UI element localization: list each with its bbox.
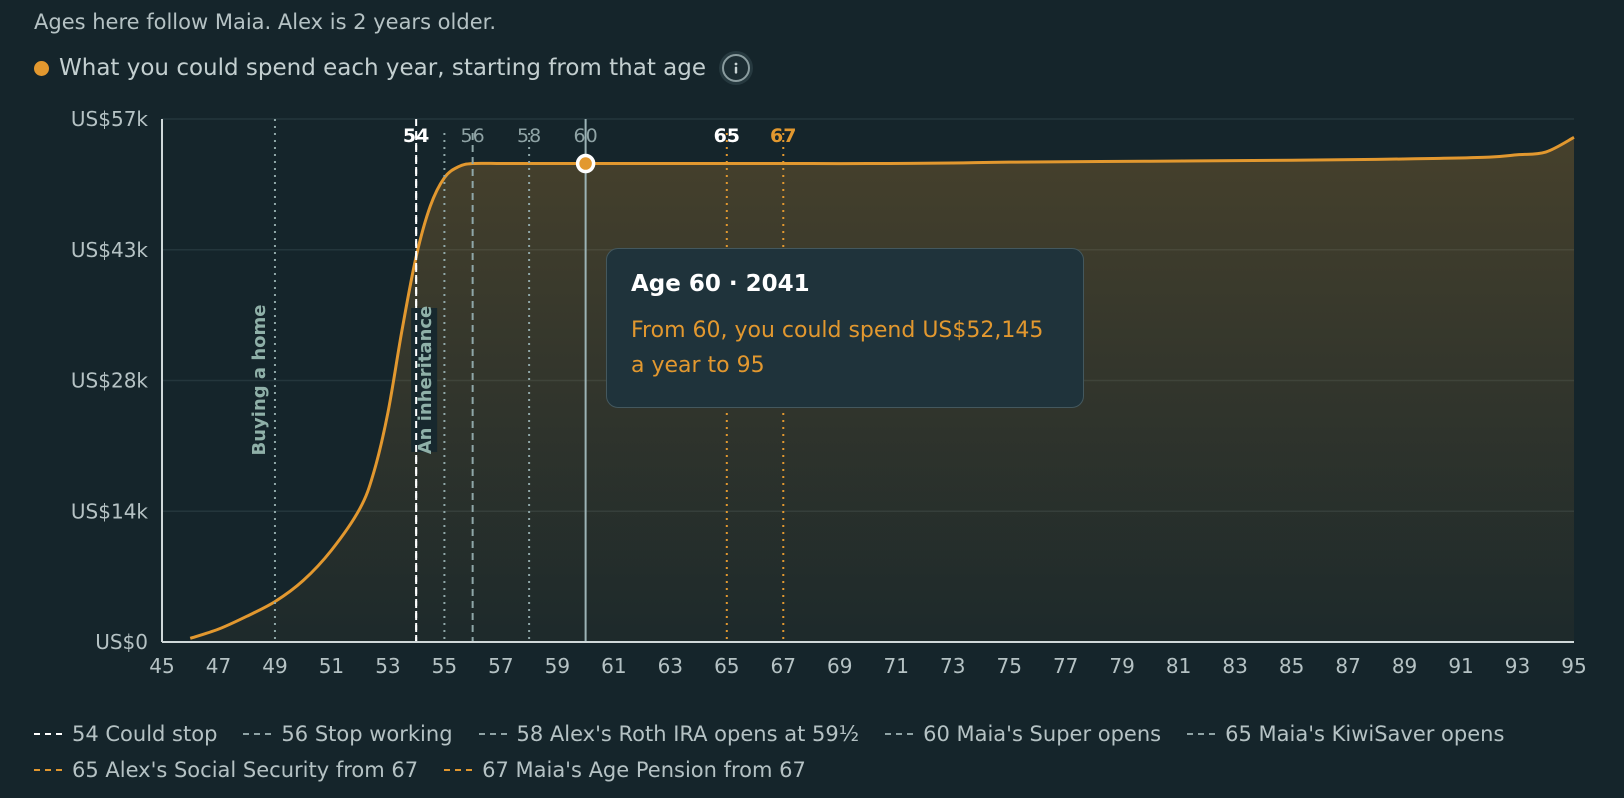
x-tick-label: 61 [601,654,626,678]
legend-label: 60 Maia's Super opens [923,722,1162,746]
x-tick-label: 87 [1335,654,1360,678]
legend-swatch [243,733,272,735]
milestone-label: 67 [770,125,796,147]
x-tick-label: 91 [1448,654,1473,678]
x-tick-label: 59 [545,654,570,678]
legend-label: 54 Could stop [72,722,218,746]
x-tick-label: 89 [1392,654,1417,678]
x-tick-label: 57 [488,654,513,678]
tooltip-title: Age 60 · 2041 [631,271,810,297]
event-label: Buying a home [249,305,270,456]
legend-swatch [34,769,62,771]
legend-label: 58 Alex's Roth IRA opens at 59½ [516,722,860,746]
legend-item: 65 Maia's KiwiSaver opens [1187,722,1504,746]
event-label: An inheritance [415,306,436,455]
legend-label: 65 Maia's KiwiSaver opens [1225,722,1505,746]
legend-item: 58 Alex's Roth IRA opens at 59½ [478,722,860,746]
legend-swatch [1187,733,1216,735]
x-tick-label: 75 [996,654,1021,678]
legend-item: 65 Alex's Social Security from 67 [34,758,418,782]
chart-note: Ages here follow Maia. Alex is 2 years o… [34,10,496,34]
x-tick-label: 65 [714,654,739,678]
legend-label: 56 Stop working [281,722,453,746]
milestone-legend: 54 Could stop 56 Stop working 58 Alex's Ro… [34,722,1594,782]
milestone-label: 58 [517,125,541,147]
milestone-label: 65 [714,125,740,147]
legend-item: 67 Maia's Age Pension from 67 [444,758,806,782]
legend-swatch [444,769,473,771]
info-icon[interactable] [722,54,750,82]
legend-swatch [34,733,62,735]
milestone-label: 56 [461,125,485,147]
y-tick-label: US$28k [71,369,149,393]
selected-point [575,153,596,174]
event-label-group: Buying a home [249,305,270,456]
y-tick-label: US$14k [71,499,149,523]
series-line [189,136,1575,640]
legend-item: 60 Maia's Super opens [885,722,1161,746]
legend-label: 67 Maia's Age Pension from 67 [482,758,806,782]
x-tick-label: 77 [1053,654,1078,678]
x-tick-label: 67 [771,654,796,678]
x-tick-label: 45 [149,654,174,678]
x-tick-label: 69 [827,654,852,678]
x-tick-label: 47 [206,654,231,678]
y-tick-label: US$43k [71,238,149,262]
x-tick-label: 81 [1166,654,1191,678]
event-label-bg [411,308,438,452]
x-tick-label: 95 [1561,654,1586,678]
x-tick-label: 49 [262,654,287,678]
x-tick-label: 93 [1505,654,1530,678]
chart-tooltip: Age 60 · 2041 From 60, you could spend U… [606,248,1084,408]
x-tick-label: 83 [1222,654,1247,678]
y-tick-label: US$57k [71,107,149,131]
legend-item: 54 Could stop [34,722,217,746]
tooltip-body: From 60, you could spend US$52,145 a yea… [631,318,1044,378]
legend-swatch [478,733,507,735]
x-tick-label: 51 [319,654,344,678]
x-tick-label: 53 [375,654,400,678]
x-tick-label: 79 [1109,654,1134,678]
series-label: What you could spend each year, starting… [59,55,706,81]
series-dot [34,60,49,76]
x-tick-label: 85 [1279,654,1304,678]
info-glyph-icon [734,62,738,74]
x-tick-label: 55 [432,654,457,678]
y-tick-label: US$0 [95,630,148,654]
x-tick-label: 63 [658,654,683,678]
milestone-label: 60 [574,125,598,147]
legend-swatch [885,733,914,735]
legend-item: 56 Stop working [243,722,453,746]
milestone-label: 54 [403,125,429,147]
legend-label: 65 Alex's Social Security from 67 [72,758,419,782]
event-label-group: An inheritance [411,306,438,455]
series-legend: What you could spend each year, starting… [34,54,750,82]
x-tick-label: 73 [940,654,965,678]
x-tick-label: 71 [884,654,909,678]
